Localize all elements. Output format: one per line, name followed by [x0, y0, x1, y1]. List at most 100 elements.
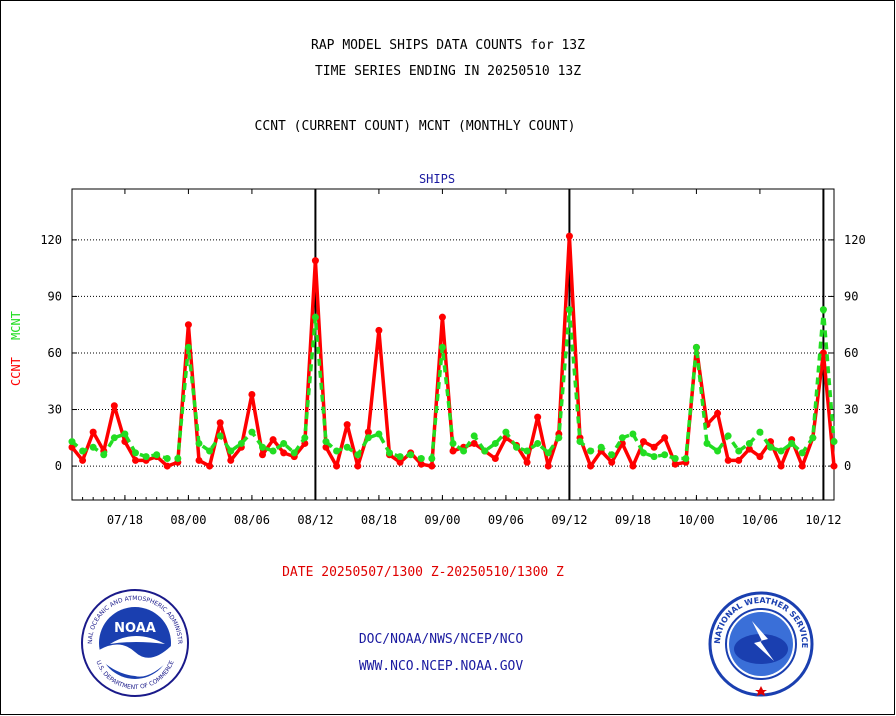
data-point-mcnt: [89, 443, 97, 451]
data-point-mcnt: [110, 434, 118, 442]
data-point-mcnt: [460, 447, 468, 455]
data-point-ccnt: [544, 462, 552, 470]
data-point-ccnt: [311, 257, 319, 265]
data-point-mcnt: [798, 449, 806, 457]
data-point-ccnt: [206, 462, 214, 470]
data-point-mcnt: [407, 451, 415, 459]
x-tick-label: 09/18: [615, 513, 651, 527]
data-point-mcnt: [661, 451, 669, 459]
data-point-mcnt: [576, 438, 584, 446]
data-point-ccnt: [396, 458, 404, 466]
data-point-mcnt: [587, 447, 595, 455]
data-point-mcnt: [386, 449, 393, 457]
data-point-mcnt: [491, 439, 499, 447]
data-point-ccnt: [110, 402, 118, 410]
data-point-ccnt: [777, 462, 785, 470]
y-axis-label-mcnt: MCNT: [9, 311, 23, 340]
noaa-logo: NOAA NATIONAL OCEANIC AND ATMOSPHERIC AD…: [80, 588, 189, 697]
data-point-mcnt: [79, 447, 87, 455]
data-point-mcnt: [565, 306, 573, 314]
data-point-mcnt: [597, 443, 605, 451]
y-tick-label-right: 60: [844, 346, 858, 360]
data-point-mcnt: [534, 439, 542, 447]
data-point-mcnt: [682, 455, 690, 463]
data-point-ccnt: [587, 462, 595, 470]
data-point-mcnt: [248, 428, 256, 436]
data-point-ccnt: [343, 421, 351, 429]
chart-title-line-2: TIME SERIES ENDING IN 20250510 13Z: [314, 64, 582, 79]
data-point-ccnt: [629, 462, 637, 470]
nco-website-link[interactable]: WWW.NCO.NCEP.NOAA.GOV: [358, 659, 524, 674]
data-point-mcnt: [629, 430, 637, 438]
data-point-mcnt: [481, 447, 489, 455]
data-point-mcnt: [195, 439, 203, 447]
data-point-ccnt: [618, 439, 626, 447]
data-point-mcnt: [513, 443, 520, 451]
data-point-mcnt: [290, 449, 298, 457]
data-point-mcnt: [163, 455, 171, 463]
data-point-mcnt: [237, 439, 245, 447]
data-point-mcnt: [174, 455, 182, 463]
data-point-ccnt: [671, 460, 679, 468]
data-point-mcnt: [449, 439, 457, 447]
data-point-mcnt: [735, 447, 743, 455]
data-point-ccnt: [79, 456, 87, 464]
date-range-caption: DATE 20250507/1300 Z-20250510/1300 Z: [282, 565, 564, 580]
data-point-mcnt: [206, 447, 214, 455]
data-point-ccnt: [745, 445, 753, 453]
x-tick-label: 10/00: [678, 513, 714, 527]
data-point-mcnt: [438, 343, 446, 351]
data-point-mcnt: [132, 449, 139, 457]
data-point-mcnt: [343, 443, 351, 451]
x-tick-label: 08/12: [297, 513, 333, 527]
data-point-mcnt: [417, 455, 425, 463]
data-point-ccnt: [132, 456, 139, 464]
x-tick-label: 09/00: [424, 513, 460, 527]
data-point-mcnt: [544, 449, 552, 457]
data-point-mcnt: [216, 432, 224, 440]
data-point-mcnt: [671, 455, 679, 463]
data-point-mcnt: [608, 451, 616, 459]
data-point-ccnt: [650, 443, 658, 451]
data-point-mcnt: [809, 434, 817, 442]
data-point-ccnt: [333, 462, 341, 470]
data-point-mcnt: [745, 439, 753, 447]
x-tick-label: 09/06: [488, 513, 524, 527]
data-point-ccnt: [724, 456, 732, 464]
x-tick-label: 08/00: [170, 513, 206, 527]
data-point-mcnt: [68, 438, 76, 446]
data-point-mcnt: [724, 432, 732, 440]
data-point-mcnt: [280, 439, 288, 447]
y-tick-label-left: 60: [48, 346, 62, 360]
data-point-ccnt: [354, 462, 362, 470]
data-point-mcnt: [333, 447, 341, 455]
data-point-mcnt: [788, 439, 796, 447]
x-tick-label: 09/12: [551, 513, 587, 527]
y-tick-label-right: 90: [844, 289, 858, 303]
y-tick-label-right: 0: [844, 459, 851, 473]
data-point-mcnt: [692, 343, 700, 351]
doc-noaa-link[interactable]: DOC/NOAA/NWS/NCEP/NCO: [358, 632, 524, 647]
data-point-ccnt: [523, 458, 531, 466]
noaa-logo-text: NOAA: [114, 621, 156, 636]
data-point-ccnt: [375, 326, 383, 334]
data-point-mcnt: [100, 451, 108, 459]
data-point-ccnt: [830, 462, 838, 470]
data-point-ccnt: [195, 456, 203, 464]
data-point-mcnt: [819, 306, 827, 314]
chart-subtitle: CCNT (CURRENT COUNT) MCNT (MONTHLY COUNT…: [254, 119, 576, 134]
data-point-mcnt: [502, 428, 510, 436]
data-point-mcnt: [703, 439, 711, 447]
data-point-ccnt: [640, 438, 647, 446]
data-point-mcnt: [259, 443, 266, 451]
data-point-ccnt: [491, 455, 499, 463]
data-point-ccnt: [163, 462, 171, 470]
data-point-mcnt: [364, 434, 372, 442]
data-point-mcnt: [830, 438, 838, 446]
data-point-ccnt: [449, 447, 457, 455]
data-point-mcnt: [470, 432, 478, 440]
data-point-ccnt: [714, 409, 722, 417]
data-point-ccnt: [280, 449, 288, 457]
